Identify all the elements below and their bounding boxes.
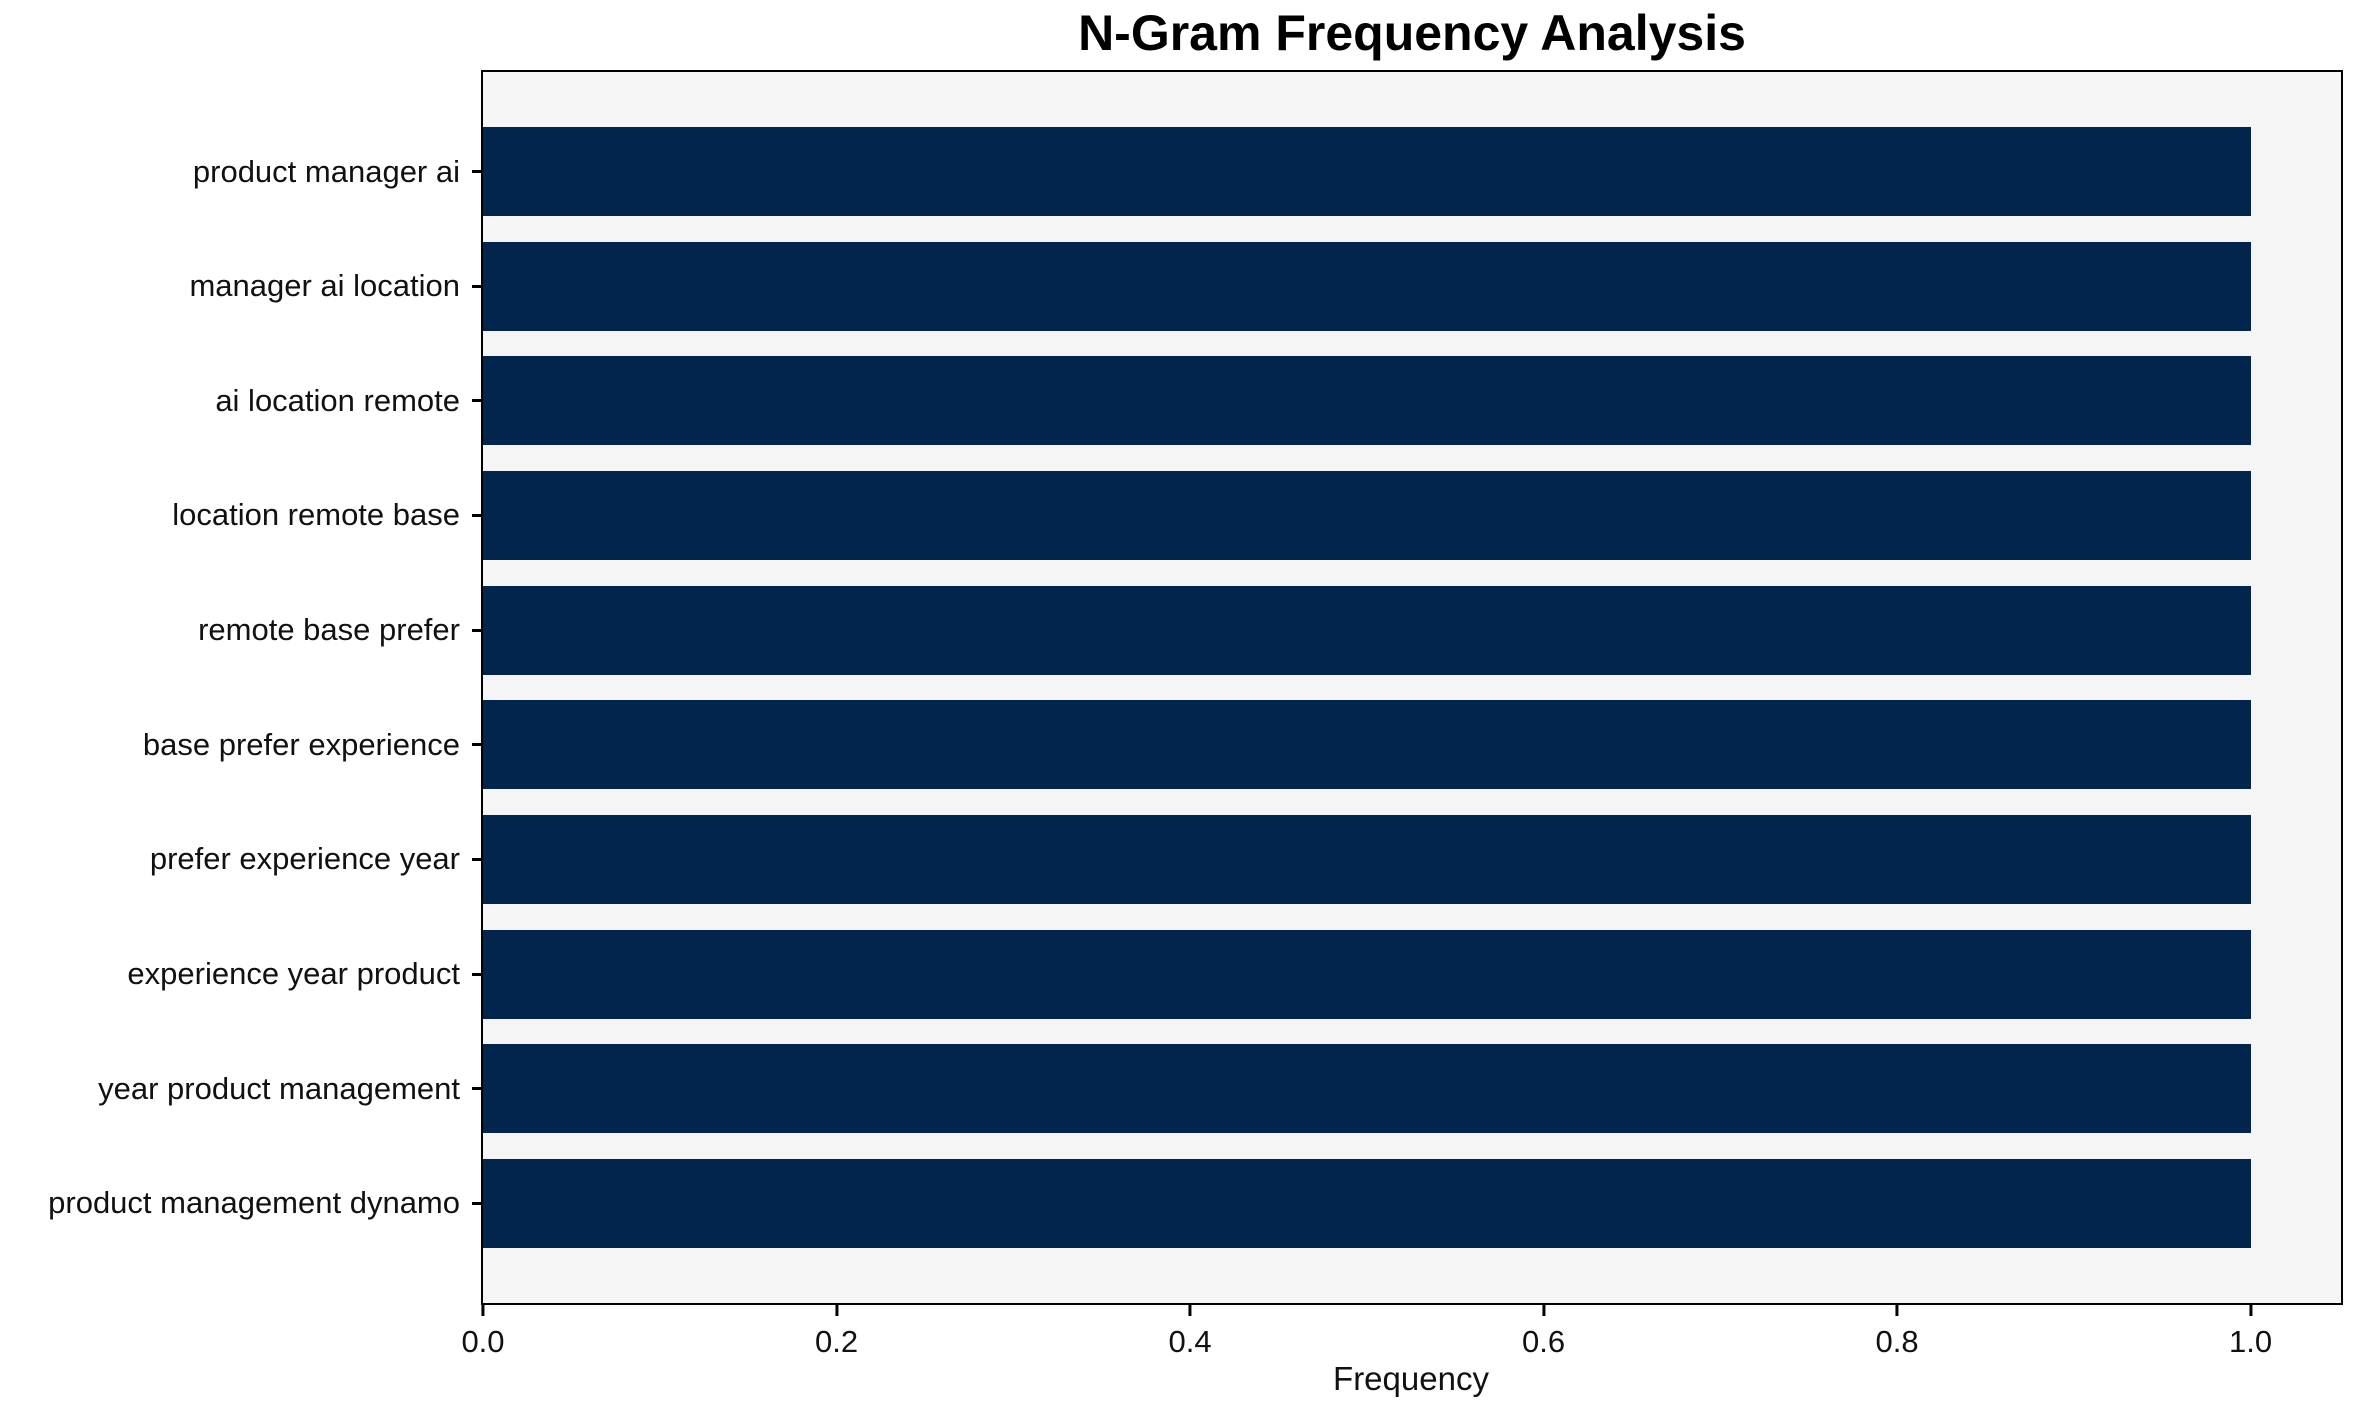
y-tick-mark xyxy=(472,1201,483,1205)
y-tick-row: remote base prefer xyxy=(0,586,483,675)
y-tick-label: ai location remote xyxy=(215,382,460,418)
bar-row xyxy=(483,1158,2339,1248)
x-tick-label: 0.6 xyxy=(1522,1324,1566,1359)
y-tick-mark xyxy=(472,399,483,403)
frequency-bar xyxy=(483,470,2251,560)
y-tick-label: remote base prefer xyxy=(198,612,460,648)
y-tick-label: experience year product xyxy=(127,956,460,992)
bar-row xyxy=(483,929,2339,1019)
bar-row xyxy=(483,241,2339,331)
y-tick-label: prefer experience year xyxy=(149,841,460,877)
x-tick-mark xyxy=(835,1303,839,1316)
y-tick-row: year product management xyxy=(0,1044,483,1133)
x-tick-mark xyxy=(1188,1303,1192,1316)
x-tick-mark xyxy=(1542,1303,1546,1316)
bar-row xyxy=(483,814,2339,904)
bar-row xyxy=(483,700,2339,790)
chart-title: N-Gram Frequency Analysis xyxy=(1078,5,1746,61)
y-tick-mark xyxy=(472,513,483,517)
y-tick-row: experience year product xyxy=(0,930,483,1019)
frequency-bar xyxy=(483,356,2251,446)
y-tick-row: ai location remote xyxy=(0,356,483,445)
x-tick-label: 0.4 xyxy=(1168,1324,1212,1359)
x-tick: 0.4 xyxy=(1168,1303,1212,1360)
frequency-bar xyxy=(483,241,2251,331)
bar-row xyxy=(483,470,2339,560)
x-tick-mark xyxy=(1895,1303,1899,1316)
frequency-bar xyxy=(483,127,2251,216)
y-tick-mark xyxy=(472,857,483,861)
y-tick-row: manager ai location xyxy=(0,242,483,331)
bar-row xyxy=(483,1044,2339,1134)
x-tick-mark xyxy=(2249,1303,2253,1316)
x-tick: 0.2 xyxy=(815,1303,858,1360)
y-tick-row: base prefer experience xyxy=(0,700,483,789)
frequency-bar xyxy=(483,814,2251,904)
x-tick-label: 1.0 xyxy=(2229,1324,2273,1359)
x-tick-label: 0.8 xyxy=(1875,1324,1919,1359)
bars-layer xyxy=(483,72,2339,1303)
y-tick-mark xyxy=(472,972,483,976)
frequency-bar xyxy=(483,585,2251,675)
y-tick-label: product management dynamo xyxy=(48,1185,460,1221)
y-tick-row: location remote base xyxy=(0,471,483,560)
bar-row xyxy=(483,585,2339,675)
y-tick-mark xyxy=(472,284,483,288)
y-tick-mark xyxy=(472,628,483,632)
x-tick-label: 0.2 xyxy=(814,1324,859,1359)
x-tick: 0.0 xyxy=(461,1303,505,1360)
y-tick-label: product manager ai xyxy=(192,153,460,189)
y-tick-label: base prefer experience xyxy=(142,726,460,762)
y-tick-label: manager ai location xyxy=(189,268,460,304)
bar-row xyxy=(483,127,2339,216)
x-tick: 1.0 xyxy=(2229,1303,2272,1360)
y-tick-mark xyxy=(472,1087,483,1091)
y-tick-mark xyxy=(472,743,483,747)
y-axis-labels: product manager ai manager ai location ai … xyxy=(0,72,483,1303)
y-tick-row: prefer experience year xyxy=(0,815,483,904)
x-axis-title: Frequency xyxy=(1333,1360,1489,1397)
y-tick-mark xyxy=(472,170,483,173)
x-tick: 0.6 xyxy=(1522,1303,1565,1360)
y-tick-row: product manager ai xyxy=(0,127,483,216)
bar-row xyxy=(483,356,2339,446)
x-axis-ticks: 0.0 0.2 0.4 0.6 0.8 1.0 xyxy=(461,1303,2339,1383)
x-tick-mark xyxy=(481,1303,485,1316)
frequency-bar xyxy=(483,929,2251,1019)
frequency-bar xyxy=(483,1044,2251,1134)
x-tick: 0.8 xyxy=(1876,1303,1919,1360)
x-tick-label: 0.0 xyxy=(461,1324,505,1359)
y-tick-label: location remote base xyxy=(172,497,460,533)
frequency-bar xyxy=(483,1158,2251,1248)
frequency-bar xyxy=(483,700,2251,790)
y-tick-row: product management dynamo xyxy=(0,1159,483,1248)
y-tick-label: year product management xyxy=(98,1070,460,1106)
